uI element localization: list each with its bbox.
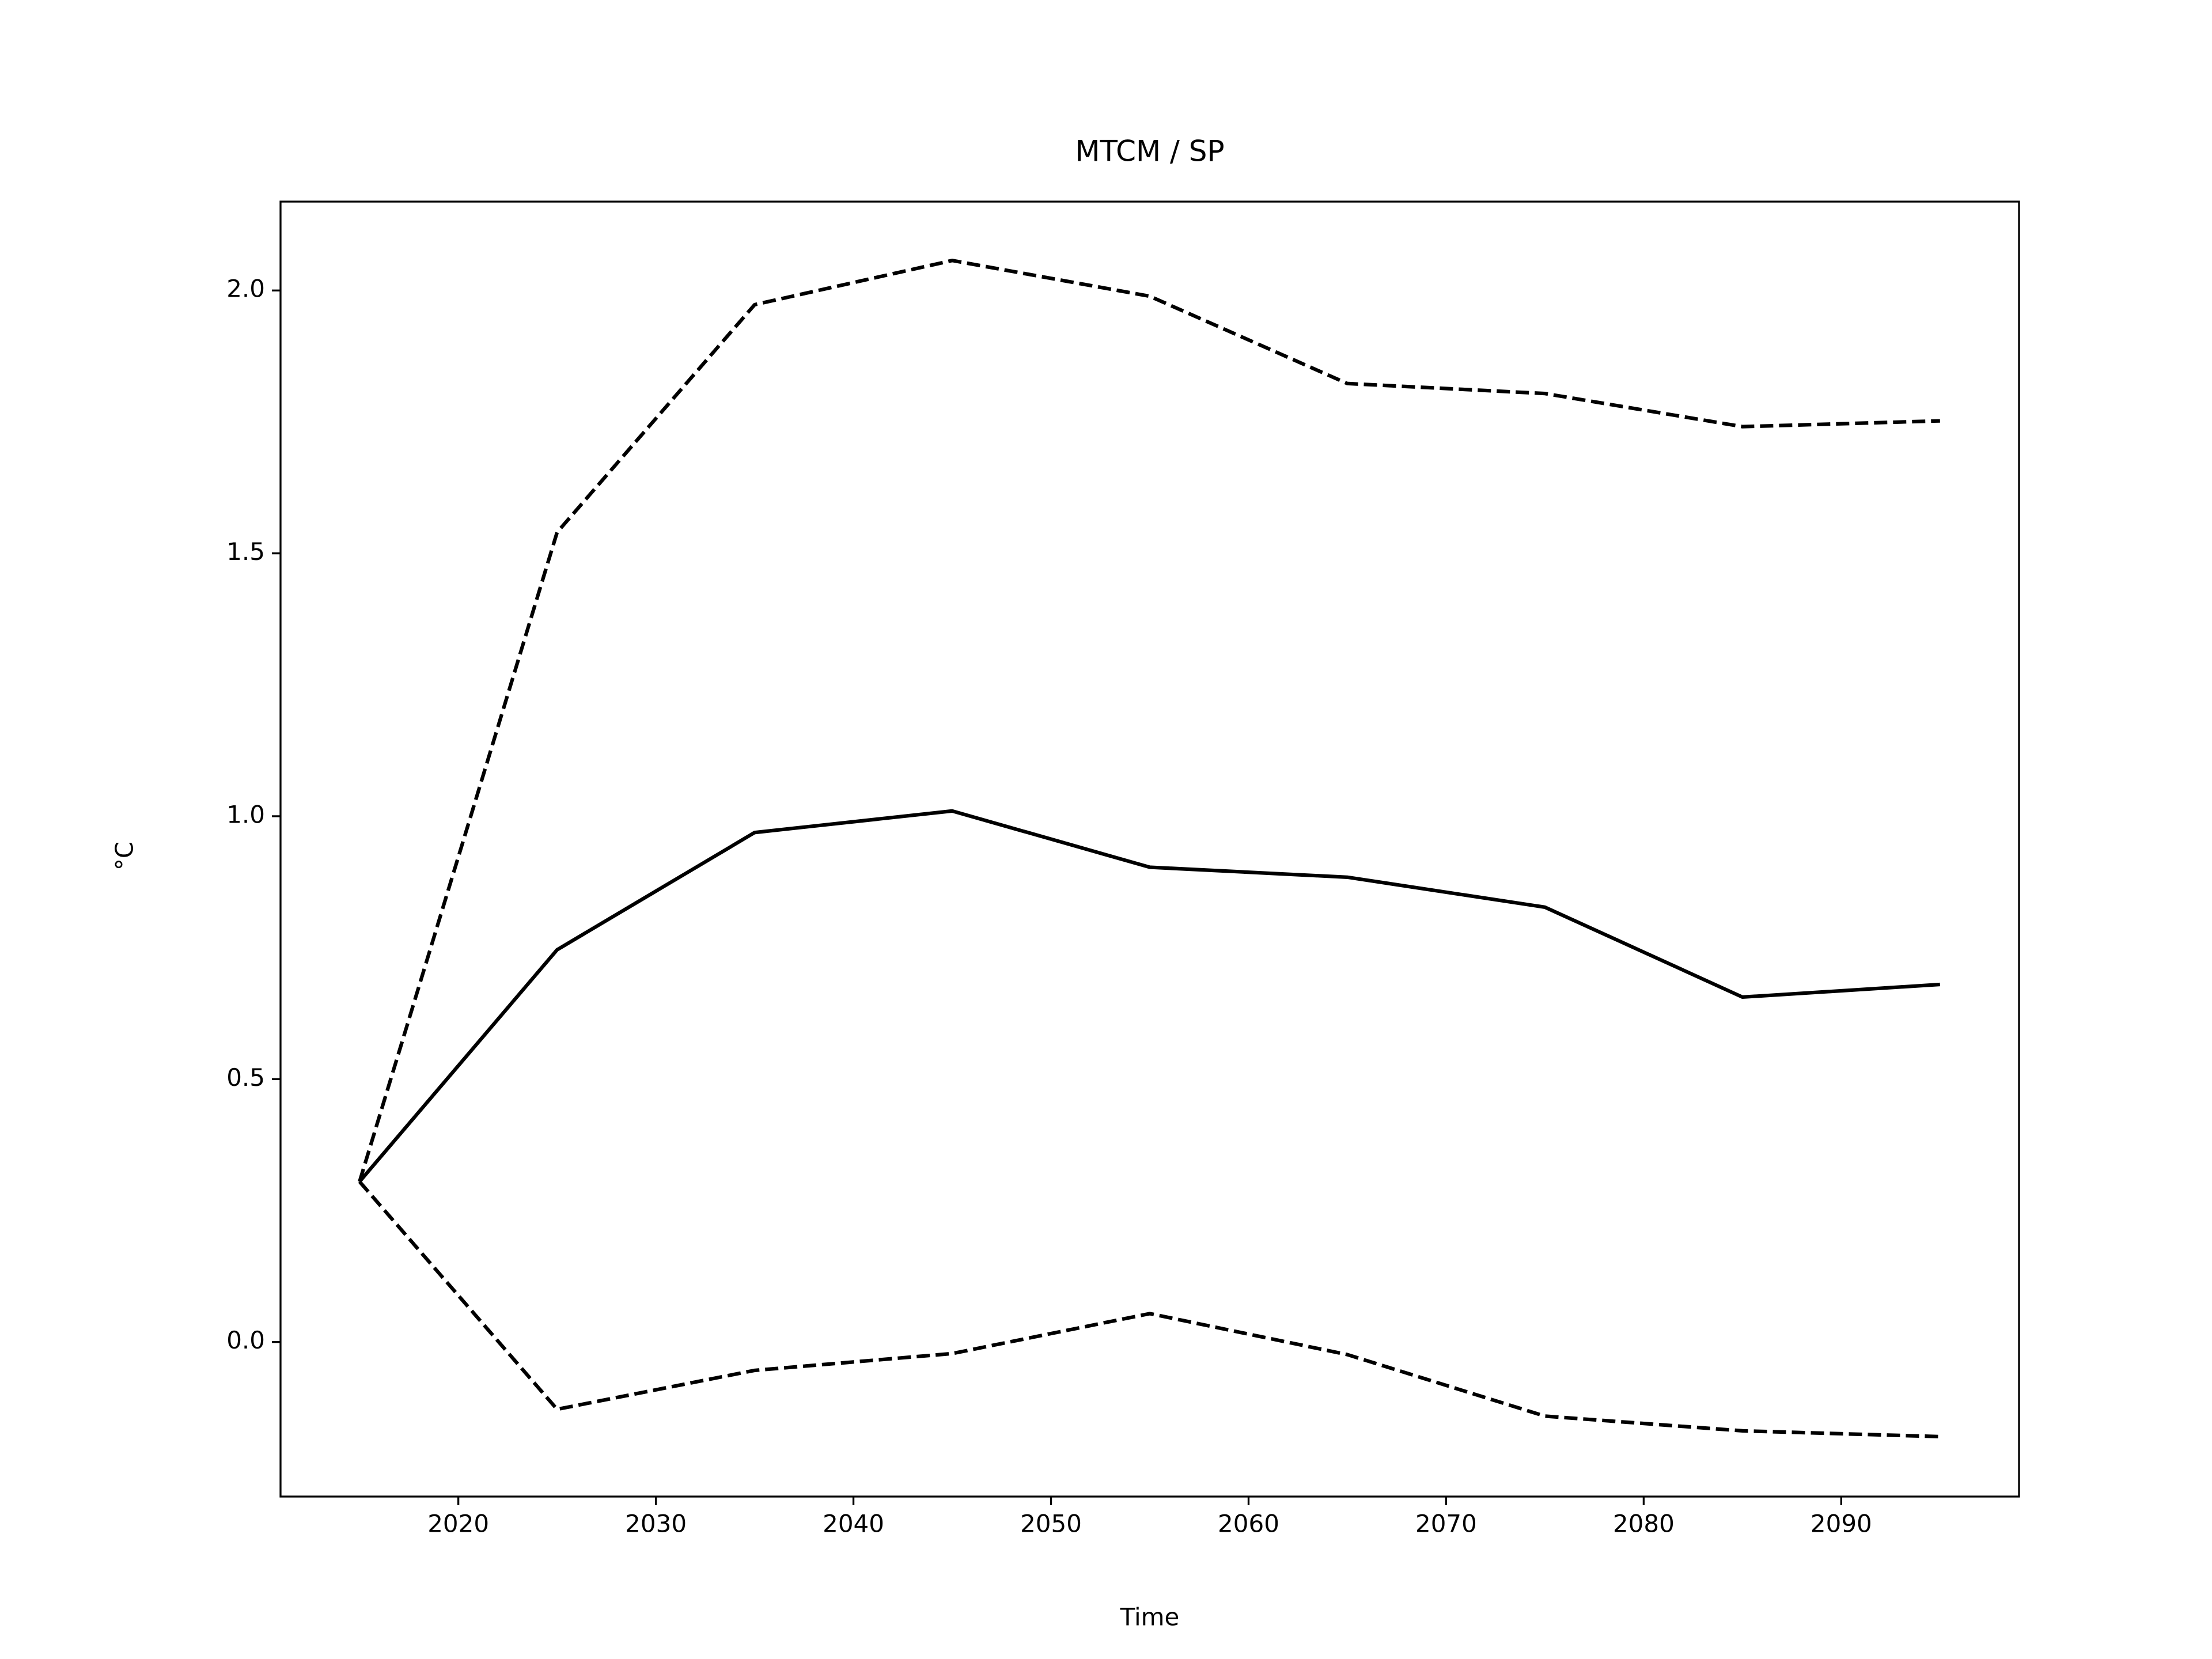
y-axis-label: °C	[111, 842, 139, 870]
plot-frame	[279, 200, 2020, 1498]
x-tick-label: 2050	[1020, 1510, 1082, 1538]
series-line	[358, 1180, 1940, 1439]
chart-title: MTCM / SP	[1075, 135, 1224, 168]
y-tick-label: 0.5	[226, 1063, 265, 1092]
y-tick-label: 2.0	[226, 275, 265, 303]
x-tick-label: 2040	[823, 1510, 884, 1538]
x-tick-label: 2090	[1810, 1510, 1872, 1538]
x-tick-label: 2020	[427, 1510, 489, 1538]
x-tick-label: 2060	[1218, 1510, 1279, 1538]
series-line	[358, 259, 1940, 1183]
series-line	[358, 809, 1941, 1183]
y-tick-label: 1.0	[226, 800, 265, 828]
y-tick-label: 1.5	[226, 537, 265, 566]
x-tick-label: 2070	[1415, 1510, 1477, 1538]
x-tick-label: 2030	[625, 1510, 687, 1538]
y-tick-label: 0.0	[226, 1326, 265, 1354]
x-axis-label: Time	[1120, 1603, 1180, 1631]
x-tick-label: 2080	[1613, 1510, 1675, 1538]
